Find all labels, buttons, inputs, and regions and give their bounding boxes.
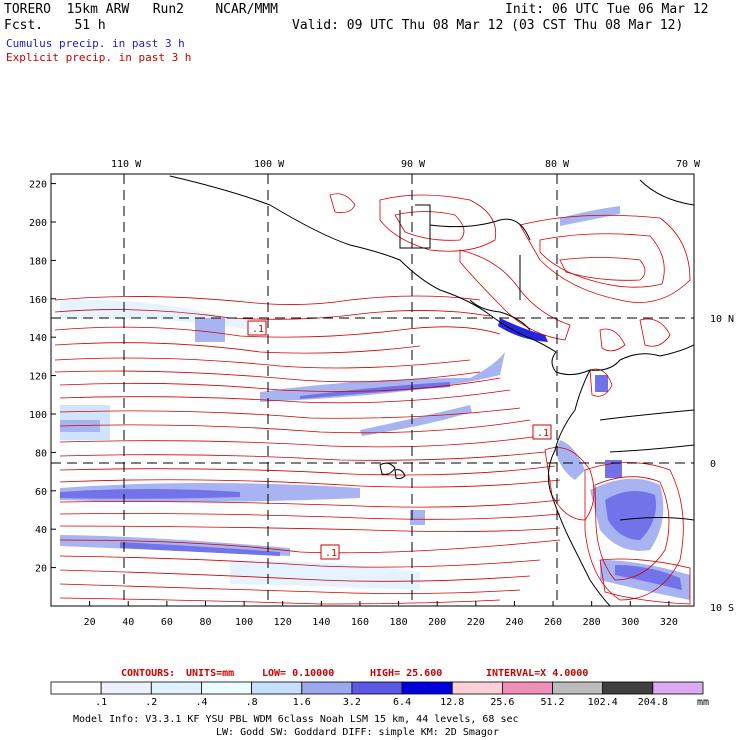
x-tick-label: 320 bbox=[660, 617, 678, 628]
colorbar-label: 6.4 bbox=[393, 697, 411, 708]
physics-info: LW: Godd SW: Goddard DIFF: simple KM: 2D… bbox=[216, 727, 499, 738]
y-tick-label: 160 bbox=[29, 295, 47, 306]
colorbar-swatch bbox=[451, 681, 503, 695]
contours-units: UNITS=mm bbox=[186, 668, 234, 679]
colorbar-label: 1.6 bbox=[293, 697, 311, 708]
lat-label: 10 S bbox=[710, 603, 734, 614]
contours-high: HIGH= 25.600 bbox=[370, 668, 442, 679]
x-tick-label: 220 bbox=[467, 617, 485, 628]
lat-label: 10 N bbox=[710, 314, 734, 325]
x-tick-label: 280 bbox=[583, 617, 601, 628]
contours-low: LOW= 0.10000 bbox=[262, 668, 334, 679]
colorbar-swatch bbox=[351, 681, 403, 695]
colorbar-label: 25.6 bbox=[490, 697, 514, 708]
y-tick-label: 180 bbox=[29, 256, 47, 267]
y-tick-label: 120 bbox=[29, 372, 47, 383]
lon-labels: 110 W 100 W 90 W 80 W 70 W bbox=[111, 159, 701, 170]
explicit-contours bbox=[54, 193, 691, 605]
lon-label: 90 W bbox=[401, 159, 426, 170]
colorbar bbox=[50, 681, 704, 695]
x-tick-label: 140 bbox=[312, 617, 330, 628]
lon-label: 100 W bbox=[254, 159, 285, 170]
coastlines bbox=[169, 175, 694, 606]
colorbar-label: 51.2 bbox=[540, 697, 564, 708]
x-tick-label: 40 bbox=[122, 617, 134, 628]
x-tick-label: 80 bbox=[199, 617, 211, 628]
colorbar-label: 3.2 bbox=[343, 697, 361, 708]
colorbar-swatch bbox=[50, 681, 102, 695]
x-tick-label: 260 bbox=[544, 617, 562, 628]
lat-labels: 10 N 0 10 S bbox=[710, 314, 734, 614]
x-tick-label: 60 bbox=[161, 617, 173, 628]
colorbar-swatch bbox=[501, 681, 553, 695]
cumulus-shading bbox=[60, 206, 690, 600]
colorbar-swatch bbox=[552, 681, 604, 695]
x-tick-label: 300 bbox=[621, 617, 639, 628]
y-tick-label: 40 bbox=[35, 525, 47, 536]
y-tick-label: 220 bbox=[29, 180, 47, 191]
init-time: Init: 06 UTC Tue 06 Mar 12 bbox=[505, 2, 709, 17]
y-tick-label: 140 bbox=[29, 333, 47, 344]
colorbar-label: 12.8 bbox=[440, 697, 464, 708]
colorbar-swatch bbox=[150, 681, 202, 695]
contours-interval: INTERVAL=X 4.0000 bbox=[486, 668, 588, 679]
footer: Model Info: V3.3.1 KF YSU PBL WDM 6class… bbox=[73, 714, 519, 738]
colorbar-label: .4 bbox=[195, 697, 207, 708]
colorbar-swatch bbox=[100, 681, 152, 695]
x-tick-label: 160 bbox=[351, 617, 369, 628]
contours-prefix: CONTOURS: bbox=[121, 668, 175, 679]
map-content bbox=[54, 175, 694, 606]
forecast-hour: Fcst. 51 h bbox=[4, 18, 106, 33]
valid-time: Valid: 09 UTC Thu 08 Mar 12 (03 CST Thu … bbox=[292, 18, 684, 33]
cumulus-legend: Cumulus precip. in past 3 h bbox=[6, 37, 185, 50]
y-tick-label: 20 bbox=[35, 564, 47, 575]
x-tick-label: 200 bbox=[428, 617, 446, 628]
y-tick-label: 80 bbox=[35, 448, 47, 459]
colorbar-swatch bbox=[652, 681, 704, 695]
lon-label: 80 W bbox=[545, 159, 570, 170]
title-line: TORERO 15km ARW Run2 NCAR/MMM bbox=[4, 2, 278, 17]
map-frame bbox=[50, 173, 695, 607]
y-tick-label: 60 bbox=[35, 487, 47, 498]
x-tick-label: 240 bbox=[505, 617, 523, 628]
contour-markers: .1 .1 .1 bbox=[247, 320, 552, 560]
colorbar-swatch bbox=[301, 681, 353, 695]
contours-note: CONTOURS: UNITS=mm LOW= 0.10000 HIGH= 25… bbox=[121, 668, 588, 679]
lon-label: 110 W bbox=[111, 159, 142, 170]
colorbar-label: 204.8 bbox=[638, 697, 668, 708]
colorbar-label: 102.4 bbox=[588, 697, 618, 708]
x-tick-label: 20 bbox=[84, 617, 96, 628]
colorbar-swatch bbox=[201, 681, 253, 695]
model-info: Model Info: V3.3.1 KF YSU PBL WDM 6class… bbox=[73, 714, 519, 725]
lon-label: 70 W bbox=[676, 159, 701, 170]
contour-label-1: .1 bbox=[252, 324, 264, 335]
colorbar-units: mm bbox=[697, 697, 709, 708]
y-axis: 220 200 180 160 140 120 100 80 60 40 20 bbox=[29, 180, 56, 575]
colorbar-label: .2 bbox=[145, 697, 157, 708]
colorbar-label: .8 bbox=[246, 697, 258, 708]
x-tick-label: 100 bbox=[235, 617, 253, 628]
x-tick-label: 180 bbox=[390, 617, 408, 628]
y-tick-label: 100 bbox=[29, 410, 47, 421]
colorbar-swatch bbox=[602, 681, 654, 695]
explicit-legend: Explicit precip. in past 3 h bbox=[6, 51, 192, 64]
contour-label-2: .1 bbox=[537, 428, 549, 439]
colorbar-label: .1 bbox=[95, 697, 107, 708]
colorbar-swatch bbox=[251, 681, 303, 695]
colorbar-swatch bbox=[401, 681, 453, 695]
lat-label: 0 bbox=[710, 459, 716, 470]
colorbar-labels: .1 .2 .4 .8 1.6 3.2 6.4 12.8 25.6 51.2 102.4 204.8 bbox=[95, 697, 668, 708]
x-axis: 20 40 60 80 100 120 140 160 180 200 220 240 260 280 30… bbox=[84, 601, 678, 628]
contour-label-3: .1 bbox=[325, 548, 337, 559]
x-tick-label: 120 bbox=[274, 617, 292, 628]
graticule bbox=[51, 174, 694, 606]
y-tick-label: 200 bbox=[29, 218, 47, 229]
